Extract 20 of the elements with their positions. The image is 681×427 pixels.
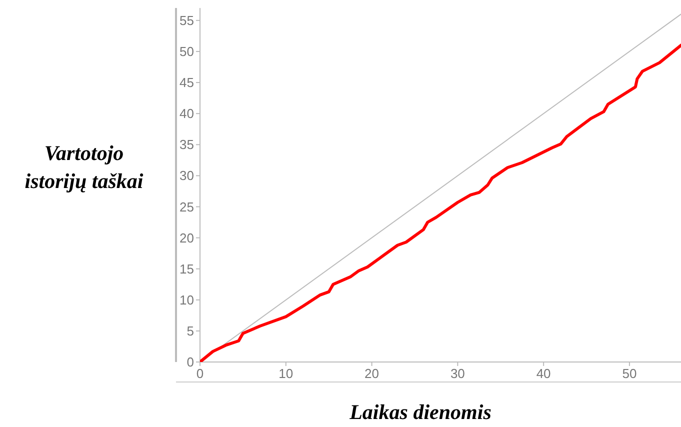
y-tick-label: 25 [180, 199, 194, 214]
x-tick-label: 50 [622, 366, 637, 381]
x-tick-label: 30 [450, 366, 465, 381]
y-tick-label: 10 [180, 292, 194, 308]
y-tick-label: 45 [180, 75, 194, 90]
y-axis-title: Vartotojo istorijų taškai [24, 141, 144, 193]
x-tick-label: 40 [536, 366, 551, 381]
y-tick-label: 0 [186, 354, 194, 370]
y-tick-label: 15 [180, 261, 194, 276]
x-tick-label: 0 [196, 366, 204, 381]
y-tick-label: 35 [180, 137, 194, 152]
y-tick-label: 50 [180, 44, 194, 60]
y-tick-label: 5 [186, 323, 194, 338]
y-tick-label: 55 [180, 12, 194, 28]
x-tick-label: 10 [278, 366, 294, 381]
y-tick-label: 20 [180, 230, 194, 246]
x-axis-title: Laikas dienomis [348, 400, 492, 424]
y-tick-label: 40 [180, 106, 194, 122]
y-tick-label: 30 [180, 168, 194, 184]
x-tick-label: 20 [364, 366, 380, 381]
